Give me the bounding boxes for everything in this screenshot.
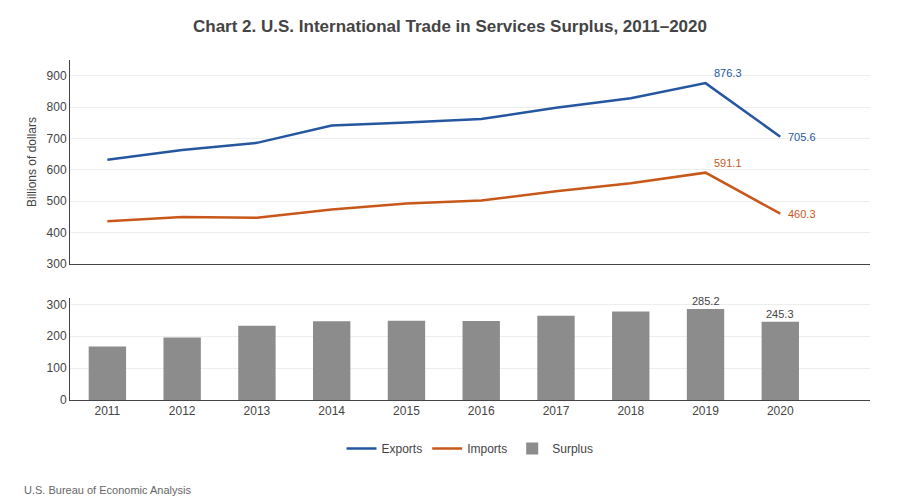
svg-text:2019: 2019 <box>692 404 719 418</box>
svg-text:300: 300 <box>47 298 67 312</box>
svg-text:876.3: 876.3 <box>714 67 742 79</box>
svg-text:2013: 2013 <box>244 404 271 418</box>
svg-text:2011: 2011 <box>94 404 120 418</box>
svg-text:2016: 2016 <box>468 404 495 418</box>
svg-text:Exports: Exports <box>382 442 423 456</box>
svg-text:285.2: 285.2 <box>692 295 720 307</box>
svg-text:245.3: 245.3 <box>766 308 794 320</box>
svg-text:2018: 2018 <box>617 404 644 418</box>
svg-text:0: 0 <box>60 393 67 407</box>
svg-text:2012: 2012 <box>169 404 196 418</box>
svg-text:500: 500 <box>47 194 67 208</box>
svg-text:Imports: Imports <box>467 442 507 456</box>
svg-text:591.1: 591.1 <box>714 157 742 169</box>
svg-text:700: 700 <box>47 132 67 146</box>
svg-text:U.S. Bureau of Economic Analys: U.S. Bureau of Economic Analysis <box>24 484 191 496</box>
svg-text:Surplus: Surplus <box>552 442 593 456</box>
svg-text:460.3: 460.3 <box>788 208 816 220</box>
svg-text:2014: 2014 <box>318 404 345 418</box>
svg-text:705.6: 705.6 <box>788 131 816 143</box>
svg-text:2020: 2020 <box>767 404 794 418</box>
svg-text:300: 300 <box>47 257 67 271</box>
svg-text:800: 800 <box>47 100 67 114</box>
svg-text:400: 400 <box>47 226 67 240</box>
svg-text:Billions of dollars: Billions of dollars <box>25 117 39 207</box>
svg-text:100: 100 <box>47 361 67 375</box>
svg-text:2017: 2017 <box>543 404 570 418</box>
svg-text:900: 900 <box>47 69 67 83</box>
svg-text:Chart 2. U.S. International Tr: Chart 2. U.S. International Trade in Ser… <box>193 17 707 36</box>
svg-text:600: 600 <box>47 163 67 177</box>
svg-text:2015: 2015 <box>393 404 420 418</box>
svg-text:200: 200 <box>47 329 67 343</box>
